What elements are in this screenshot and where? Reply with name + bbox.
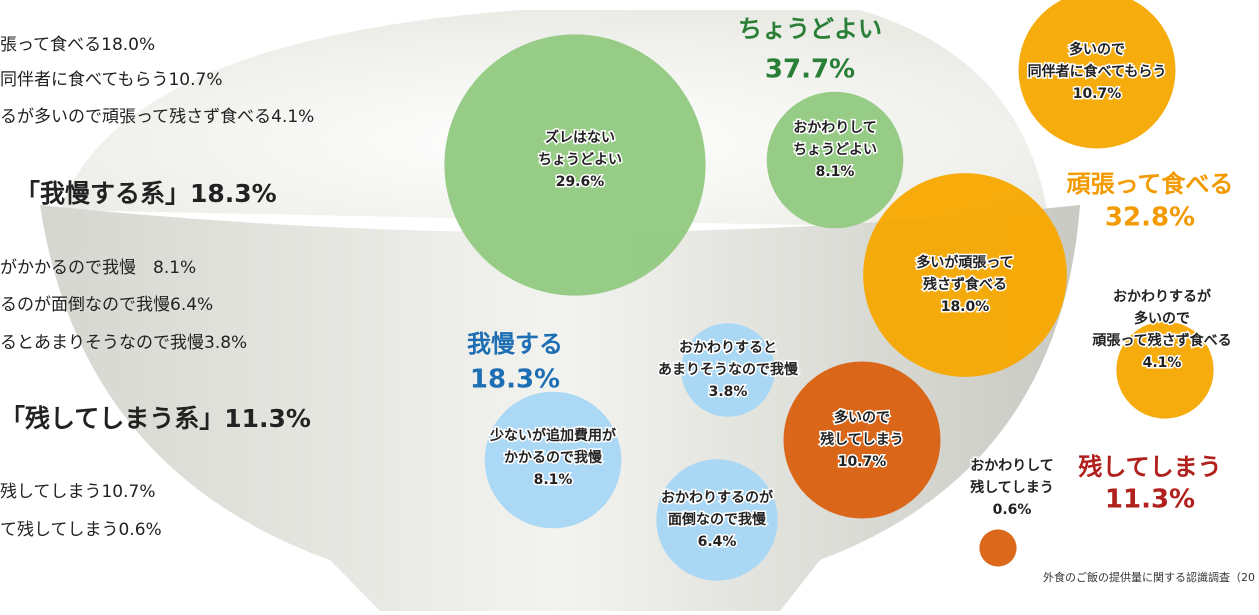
bubble — [444, 34, 706, 296]
group-name: 残してしまう — [1078, 453, 1221, 481]
bubble-value: 10.7% — [1073, 86, 1122, 102]
left-text: 「残してしまう系」11.3% — [0, 404, 311, 433]
left-text: 「我慢する系」18.3% — [15, 179, 277, 208]
bubble-label: あまりそうなので我慢 — [658, 361, 799, 378]
left-text: 張って食べる18.0% — [0, 35, 155, 55]
bubble — [766, 91, 904, 229]
left-text: 同伴者に食べてもらう10.7% — [0, 70, 222, 90]
bubble-value: 0.6% — [993, 502, 1032, 518]
footnote: 外食のご飯の提供量に関する認識調査（20 — [1043, 570, 1255, 584]
bubble-label: 多いが頑張って — [916, 254, 1013, 271]
bubble-label: 面倒なので我慢 — [668, 511, 767, 528]
left-text: るが多いので頑張って残さず食べる4.1% — [0, 107, 314, 127]
left-text: るのが面倒なので我慢6.4% — [0, 294, 213, 315]
bubble-label: 多いので — [1069, 41, 1125, 58]
bubble-label: 多いので — [1134, 310, 1190, 327]
bubble-value: 4.1% — [1143, 355, 1182, 371]
bubble — [1018, 0, 1176, 149]
bubble-label: かかるので我慢 — [504, 449, 603, 466]
bubble — [681, 323, 775, 417]
bubble-label: おかわりすると — [679, 340, 777, 356]
left-text: るとあまりそうなので我慢3.8% — [0, 332, 247, 353]
bubble — [863, 173, 1067, 377]
bubble — [1116, 321, 1214, 419]
group-total: 18.3% — [470, 365, 560, 395]
bubble-label: おかわりして — [793, 120, 877, 136]
group-total: 37.7% — [765, 55, 855, 85]
bubble-label: 残してしまう — [970, 479, 1054, 496]
left-text: 残してしまう10.7% — [0, 482, 156, 502]
left-text: がかかるので我慢 8.1% — [0, 257, 196, 278]
bubble-value: 18.0% — [941, 299, 990, 315]
bubble-label: ちょうどよい — [793, 142, 877, 158]
bubble — [979, 529, 1017, 567]
bubble — [783, 361, 941, 519]
bubble-label: 頑張って残さず食べる — [1091, 332, 1231, 349]
bubble-label: 多いので — [834, 409, 890, 426]
bubble-label: おかわりするが — [1113, 288, 1212, 305]
bubble-value: 8.1% — [534, 472, 573, 488]
bubble-value: 10.7% — [838, 454, 887, 470]
bubble-value: 8.1% — [816, 164, 855, 180]
bubble-label: ズレはない — [545, 129, 615, 146]
group-total: 32.8% — [1105, 203, 1195, 233]
group-name: 頑張って食べる — [1066, 170, 1234, 198]
bubble-label: おかわりするのが — [661, 489, 774, 506]
group-total: 11.3% — [1105, 485, 1195, 515]
bubble-label: 残さず食べる — [923, 276, 1007, 293]
group-name: 我慢する — [467, 330, 563, 358]
bubble-label: ちょうどよい — [538, 152, 622, 168]
bubble-label: 残してしまう — [820, 431, 904, 448]
bubble — [484, 391, 622, 529]
left-text: て残してしまう0.6% — [0, 520, 162, 540]
group-name: ちょうどよい — [738, 15, 882, 43]
bubble-value: 3.8% — [709, 384, 748, 400]
bubble-label: 少ないが追加費用が — [489, 427, 617, 444]
bubble-label: 同伴者に食べてもらう — [1028, 63, 1167, 80]
bubble-value: 29.6% — [556, 174, 605, 190]
bubble-label: おかわりして — [970, 458, 1054, 474]
bubble — [656, 459, 778, 581]
bubble-value: 6.4% — [698, 534, 737, 550]
